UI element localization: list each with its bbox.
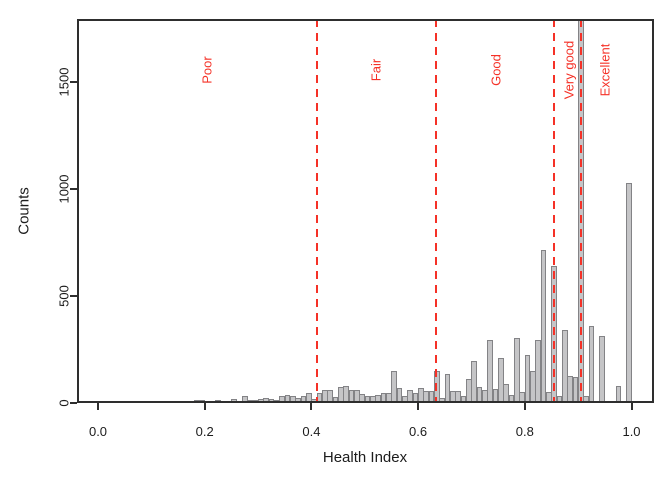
histogram-bar — [242, 396, 248, 403]
histogram-bar — [284, 394, 291, 403]
histogram-bar — [583, 395, 590, 403]
histogram-bar — [482, 389, 488, 403]
histogram-bar — [258, 398, 264, 403]
histogram-bar — [359, 393, 366, 403]
x-tick-label: 0.4 — [302, 424, 321, 439]
histogram-bar — [327, 390, 334, 403]
histogram-bar — [428, 391, 435, 403]
histogram-bar — [290, 395, 296, 403]
histogram-bar — [562, 329, 568, 403]
x-axis-tick — [310, 403, 313, 410]
y-axis-tick — [70, 402, 77, 404]
histogram-bar — [263, 397, 270, 403]
x-tick-label: 0.2 — [195, 424, 214, 439]
histogram-bar — [407, 390, 414, 403]
histogram-bar — [444, 374, 451, 403]
histogram-bar — [338, 386, 344, 403]
histogram-bar — [599, 335, 606, 403]
histogram-bar — [439, 398, 446, 403]
histogram-bar — [434, 370, 440, 403]
histogram-bar — [492, 389, 499, 403]
histogram-bar — [546, 392, 552, 403]
histogram-bar — [370, 395, 376, 403]
histogram-bar — [535, 339, 542, 403]
histogram-bar — [524, 354, 531, 403]
histogram-bar — [172, 402, 179, 403]
histogram-bar — [615, 385, 622, 403]
histogram-bar — [412, 392, 419, 403]
category-threshold-line — [434, 19, 437, 403]
category-label: Good — [488, 54, 504, 86]
histogram-bar — [476, 386, 483, 403]
category-threshold-line — [315, 19, 318, 403]
x-axis-tick — [203, 403, 206, 410]
category-label: Very good — [561, 40, 577, 100]
histogram-bar — [306, 392, 312, 403]
histogram-bar — [348, 390, 355, 403]
histogram-bar — [567, 375, 574, 403]
histogram-bar — [380, 392, 387, 403]
x-tick-label: 0.6 — [409, 424, 428, 439]
x-axis-tick — [523, 403, 526, 410]
histogram-bar — [268, 398, 275, 403]
y-tick-label: 1000 — [56, 174, 72, 204]
histogram-bar — [295, 398, 302, 403]
histogram-bar — [466, 379, 472, 403]
histogram-bar — [508, 395, 515, 403]
histogram-bar — [498, 358, 504, 403]
histogram-bar — [375, 394, 382, 403]
histogram-bar — [556, 395, 563, 403]
histogram-bar — [332, 397, 339, 403]
x-tick-label: 0.8 — [515, 424, 534, 439]
histogram-bar — [423, 391, 430, 403]
y-tick-label: 0 — [56, 399, 72, 407]
x-axis-tick — [417, 403, 420, 410]
x-axis-title: Health Index — [322, 449, 408, 466]
histogram-bar — [471, 361, 478, 403]
histogram-bar — [572, 377, 579, 403]
category-label: Poor — [199, 56, 215, 84]
y-tick-label: 500 — [56, 285, 72, 307]
category-threshold-line — [579, 19, 582, 403]
x-tick-label: 1.0 — [622, 424, 641, 439]
category-label: Fair — [368, 58, 384, 82]
y-axis-tick — [70, 81, 77, 84]
plot-area: Poor Fair Good Very good Excellent — [77, 19, 654, 403]
histogram-bar — [418, 388, 424, 403]
y-tick-label: 1500 — [56, 67, 72, 97]
x-tick-label: 0.0 — [88, 424, 108, 439]
histogram-bar — [231, 398, 238, 403]
histogram-bar — [455, 390, 462, 403]
histogram-bar — [450, 391, 456, 403]
histogram-bar — [460, 395, 467, 403]
y-axis-title: Counts — [15, 187, 33, 235]
histogram-bar — [540, 249, 547, 403]
histogram-bar — [402, 396, 408, 403]
histogram-bar — [322, 390, 328, 403]
histogram-bar — [391, 371, 398, 403]
histogram-bar — [487, 339, 494, 403]
histogram-bar — [530, 371, 536, 403]
histogram-bar — [279, 396, 286, 403]
histogram-bar — [300, 395, 307, 403]
histogram-bar — [626, 182, 632, 403]
x-axis-tick — [97, 403, 99, 410]
histogram-bar — [514, 338, 520, 403]
histogram-bar — [396, 388, 403, 403]
histogram-bar — [364, 396, 371, 403]
histogram-bar — [343, 385, 350, 403]
histogram-bar — [519, 392, 526, 403]
category-label: Excellent — [597, 43, 613, 97]
histogram-bar — [503, 383, 510, 403]
x-axis-tick — [630, 403, 633, 410]
y-axis-tick — [70, 295, 77, 298]
histogram-bar — [588, 326, 595, 403]
y-axis-tick — [70, 188, 77, 191]
histogram-bar — [354, 390, 360, 403]
category-threshold-line — [552, 19, 555, 403]
histogram-bar — [386, 392, 392, 403]
